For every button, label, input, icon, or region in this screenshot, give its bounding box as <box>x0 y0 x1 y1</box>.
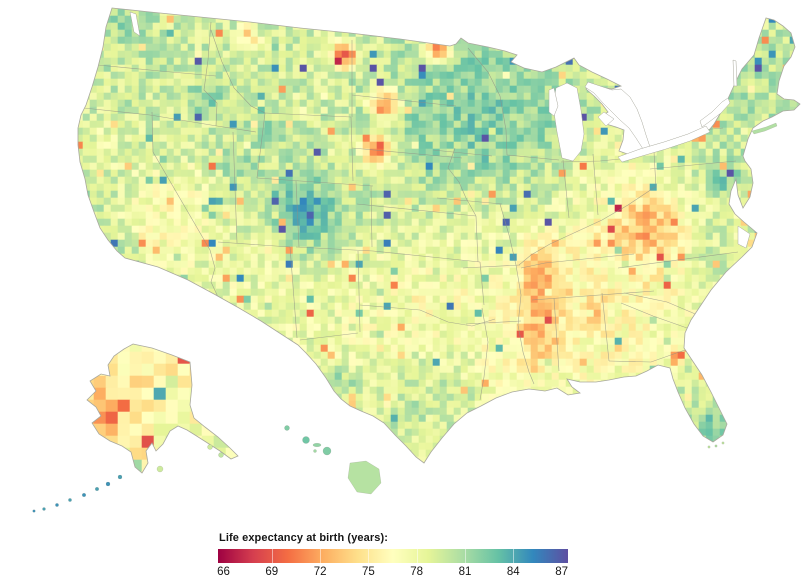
legend-tick-label: 78 <box>410 566 424 578</box>
legend-tick-label: 66 <box>217 566 230 578</box>
aleutian-7 <box>42 507 46 511</box>
kodiak-island <box>156 465 164 473</box>
long-island <box>751 122 778 135</box>
alaska-boroughs <box>87 344 238 473</box>
legend-tick-labels: 66 69 72 75 78 81 84 87 <box>217 566 568 580</box>
great-lakes <box>129 11 751 249</box>
legend-tick-label: 87 <box>555 566 568 578</box>
state-borders <box>83 21 739 401</box>
alaska-outline <box>86 343 239 474</box>
legend-tick-mark <box>271 549 273 563</box>
legend-tick-mark <box>416 549 418 563</box>
florida-keys-3 <box>721 441 725 445</box>
legend-tick-label: 72 <box>313 566 327 578</box>
puget-sound <box>129 11 141 37</box>
legend-tick-mark <box>368 549 370 563</box>
legend-tick-mark <box>465 549 466 563</box>
legend-tick-label: 75 <box>361 566 375 578</box>
lake-erie <box>617 125 711 163</box>
molokai <box>312 443 322 448</box>
legend-tick-label: 84 <box>506 566 520 578</box>
legend-tick-label: 69 <box>265 566 279 578</box>
pamlico-sound <box>737 225 751 249</box>
saginaw-bay <box>597 111 615 127</box>
aleutian-8 <box>32 509 36 513</box>
lake-ontario <box>699 97 731 128</box>
florida-keys-2 <box>714 444 718 448</box>
aleutian-5 <box>68 498 72 502</box>
legend-tick-mark <box>513 549 515 563</box>
lake-michigan <box>552 82 585 162</box>
lake-champlain <box>732 59 738 87</box>
se-alaska-island-1 <box>207 444 213 450</box>
legend: Life expectancy at birth (years): 66 69 72… <box>217 532 568 580</box>
se-alaska-island-2 <box>218 452 224 458</box>
legend-tick-label: 81 <box>458 566 472 578</box>
legend-tick-mark <box>320 549 322 563</box>
maui <box>322 446 332 456</box>
aleutian-2 <box>105 481 111 487</box>
aleutian-6 <box>55 503 59 507</box>
florida-keys-1 <box>707 445 711 449</box>
kauai <box>284 425 290 431</box>
aleutian-4 <box>81 493 86 498</box>
aleutian-1 <box>117 474 123 480</box>
green-bay <box>548 87 559 117</box>
legend-gradient-bar <box>218 549 568 563</box>
hawaii-big-island <box>347 460 382 495</box>
oahu <box>302 436 310 444</box>
lanai <box>313 449 317 453</box>
aleutian-3 <box>94 487 99 492</box>
islands <box>32 122 778 513</box>
legend-title: Life expectancy at birth (years): <box>219 532 388 544</box>
